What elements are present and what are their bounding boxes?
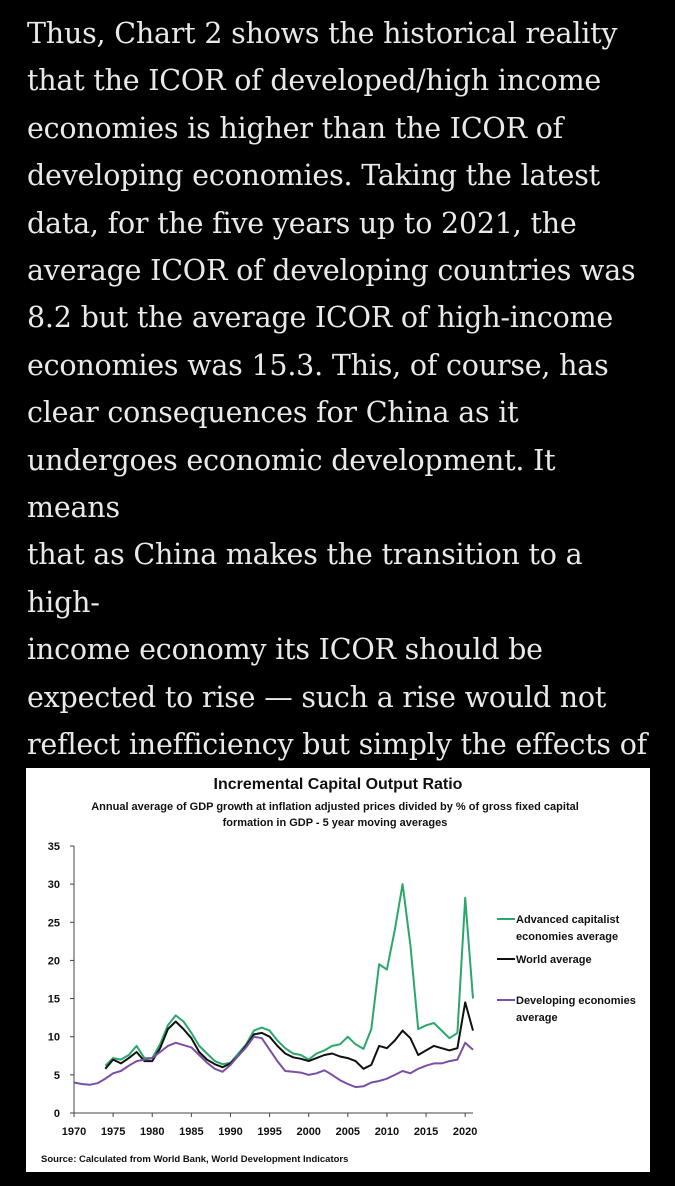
x-tick-label: 2015: [414, 1126, 438, 1138]
legend-entry-2: Developing economies average: [516, 995, 636, 1024]
y-tick-label: 15: [48, 994, 60, 1006]
y-tick-label: 0: [54, 1108, 60, 1120]
chart-source: Source: Calculated from World Bank, Worl…: [41, 1154, 349, 1165]
y-tick-label: 5: [54, 1070, 60, 1082]
chart-title: Incremental Capital Output Ratio: [213, 776, 463, 793]
chart-subtitle: Annual average of GDP growth at inflatio…: [91, 801, 579, 829]
x-tick-label: 1980: [140, 1126, 164, 1138]
x-tick-label: 1995: [257, 1126, 281, 1138]
legend-entry-0: Advanced capitalist economies average: [516, 914, 620, 943]
x-tick-label: 2000: [296, 1126, 320, 1138]
x-tick-label: 1975: [101, 1126, 125, 1138]
line-chart: 0 5 10 15 20 25 30 35 1970 1975 1980 1985 1990 1995 20…: [48, 841, 636, 1138]
y-tick-label: 10: [48, 1032, 60, 1044]
x-tick-label: 1970: [62, 1126, 86, 1138]
y-tick-label: 20: [48, 955, 60, 967]
x-tick-label: 2005: [336, 1126, 360, 1138]
series-line-1: [104, 1001, 474, 1070]
y-tick-label: 35: [48, 841, 60, 853]
y-tick-label: 25: [48, 917, 60, 929]
legend-entry-1: World average: [516, 954, 592, 966]
x-tick-label: 1985: [179, 1126, 203, 1138]
article-paragraph: Thus, Chart 2 shows the historical reali…: [27, 17, 648, 809]
chart-card: Incremental Capital Output Ratio Annual …: [26, 768, 650, 1172]
x-tick-label: 2010: [375, 1126, 399, 1138]
series-line-0: [104, 883, 474, 1067]
y-tick-label: 30: [48, 879, 60, 891]
x-tick-label: 1990: [218, 1126, 242, 1138]
x-tick-label: 2020: [453, 1126, 477, 1138]
series-line-2: [73, 1035, 474, 1089]
